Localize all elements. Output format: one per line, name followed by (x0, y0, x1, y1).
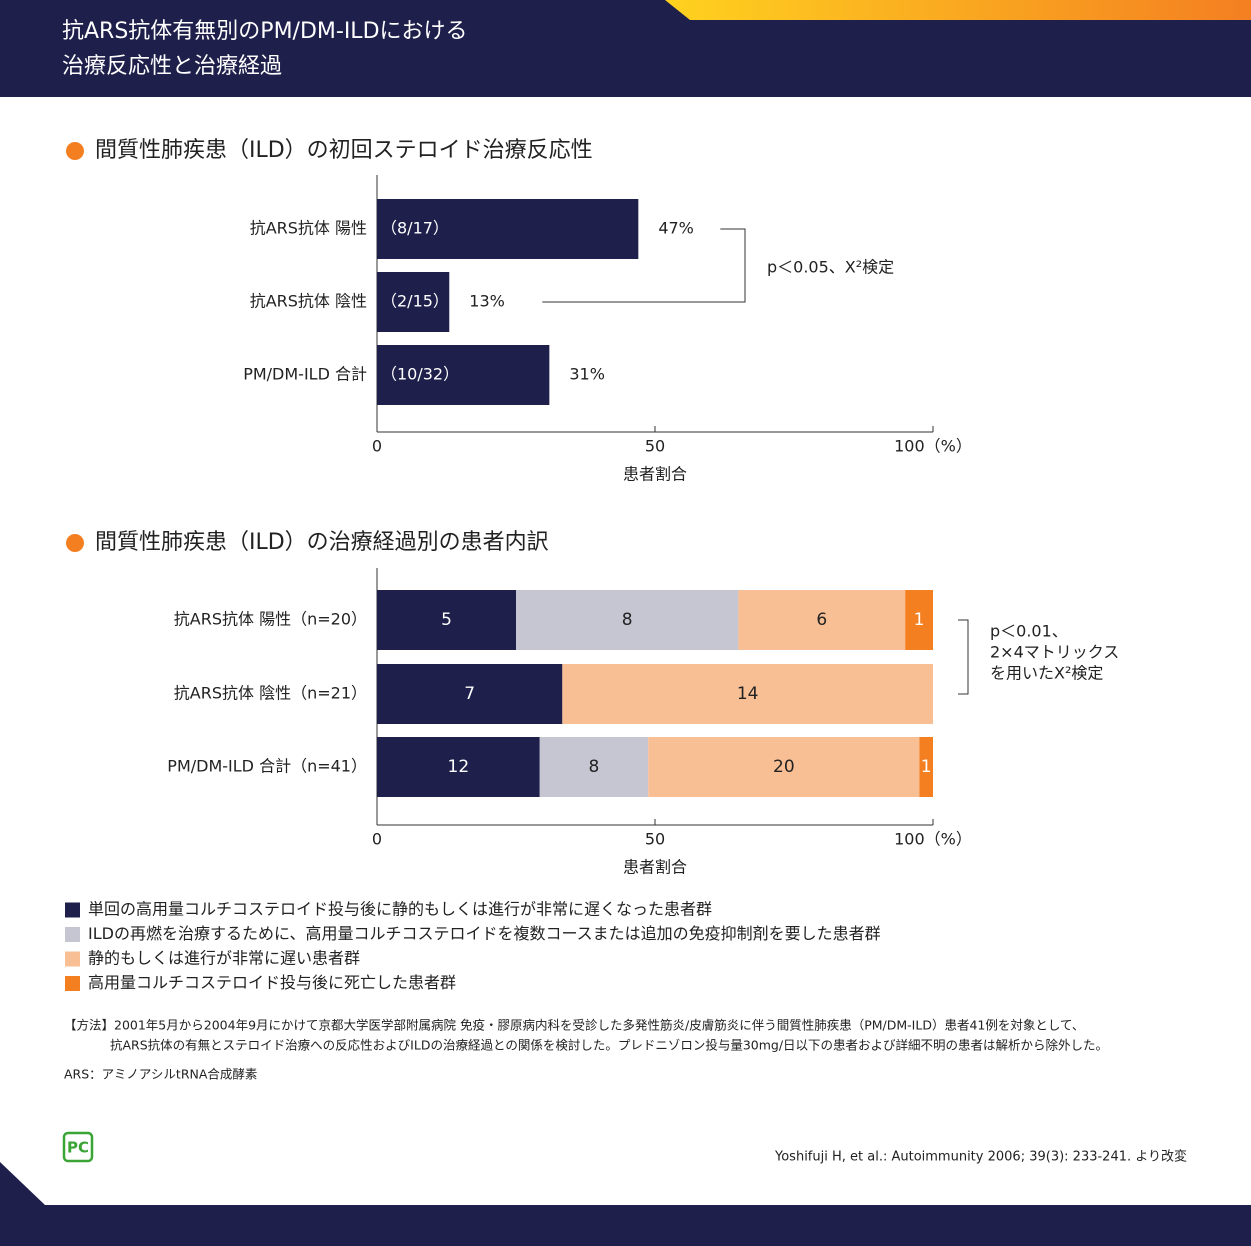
header-title: 治療反応性と治療経過 (62, 54, 282, 79)
data-label: 14 (737, 684, 759, 704)
annotation: を用いたX²検定 (990, 664, 1103, 683)
y-tick-label: 抗ARS抗体 陰性（n=21） (174, 684, 367, 703)
bar-segment (377, 590, 516, 650)
legend-label: 単回の高用量コルチコステロイド投与後に静的もしくは進行が非常に遅くなった患者群 (88, 900, 712, 919)
bar-segment (562, 664, 933, 724)
logo: PC (67, 1139, 89, 1157)
legend-label: ILDの再燃を治療するために、高用量コルチコステロイドを複数コースまたは追加の免… (88, 924, 881, 943)
legend-swatch (65, 902, 80, 918)
y-tick-label: 抗ARS抗体 陽性 (250, 219, 367, 238)
method-note: 抗ARS抗体の有無とステロイド治療への反応性およびILDの治療経過との関係を検討… (110, 1038, 1108, 1053)
header-title: 抗ARS抗体有無別のPM/DM-ILDにおける (62, 19, 468, 44)
section-bullet (66, 534, 84, 552)
bracket (958, 619, 969, 695)
bar-segment (377, 737, 540, 797)
bar (377, 272, 450, 332)
bar-segment (648, 737, 920, 797)
data-label: 7 (464, 684, 475, 704)
citation: Yoshifuji H, et al.: Autoimmunity 2006; … (774, 1149, 1187, 1165)
data-label: 1 (921, 757, 932, 777)
data-label: 6 (816, 610, 827, 630)
data-label: 47% (658, 219, 694, 238)
section-bullet (66, 142, 84, 160)
legend-swatch (65, 927, 80, 942)
annotation: p＜0.05、X²検定 (767, 258, 894, 277)
legend-swatch (65, 976, 80, 991)
logo-box (62, 1131, 94, 1163)
data-label: 31% (569, 365, 605, 384)
y-tick-label: PM/DM-ILD 合計（n=41） (167, 757, 367, 776)
x-tick-label: 50 (645, 830, 665, 849)
data-label: 1 (914, 610, 925, 630)
legend-label: 高用量コルチコステロイド投与後に死亡した患者群 (88, 973, 456, 992)
bar-label: （10/32） (381, 365, 459, 384)
x-tick-label: 100（%） (894, 830, 972, 849)
x-axis-label: 患者割合 (623, 465, 687, 484)
bar-segment (377, 664, 563, 724)
x-tick-label: 0 (372, 437, 382, 456)
bar-label: （8/17） (381, 219, 449, 238)
data-label: 13% (469, 292, 505, 311)
x-tick-label: 0 (372, 830, 382, 849)
annotation: 2×4マトリックス (990, 643, 1119, 662)
data-label: 12 (448, 757, 470, 777)
abbreviation-note: ARS：アミノアシルtRNA合成酵素 (64, 1067, 257, 1082)
section-title: 間質性肺疾患（ILD）の治療経過別の患者内訳 (95, 530, 549, 555)
bar-segment (919, 737, 933, 797)
y-tick-label: PM/DM-ILD 合計 (243, 365, 367, 384)
bar (377, 199, 639, 259)
bar-label: （2/15） (381, 292, 449, 311)
legend-label: 静的もしくは進行が非常に遅い患者群 (88, 949, 360, 968)
method-note: 【方法】2001年5月から2004年9月にかけて京都大学医学部附属病院 免疫・膠… (64, 1018, 1084, 1033)
bracket (542, 228, 746, 303)
x-tick-label: 100（%） (894, 437, 972, 456)
bar (377, 345, 550, 405)
data-label: 8 (589, 757, 600, 777)
header-accent (665, 0, 1251, 20)
bar-segment (516, 590, 739, 650)
section-title: 間質性肺疾患（ILD）の初回ステロイド治療反応性 (95, 138, 593, 163)
data-label: 5 (441, 610, 452, 630)
footer-band (0, 1162, 1251, 1246)
bar-segment (539, 737, 649, 797)
bar-segment (738, 590, 906, 650)
annotation: p＜0.01、 (990, 622, 1068, 641)
x-axis-label: 患者割合 (623, 858, 687, 877)
data-label: 20 (773, 757, 795, 777)
y-tick-label: 抗ARS抗体 陰性 (250, 292, 367, 311)
y-tick-label: 抗ARS抗体 陽性（n=20） (174, 610, 367, 629)
bar-segment (905, 590, 933, 650)
x-tick-label: 50 (645, 437, 665, 456)
data-label: 8 (622, 610, 633, 630)
legend-swatch (65, 951, 80, 967)
